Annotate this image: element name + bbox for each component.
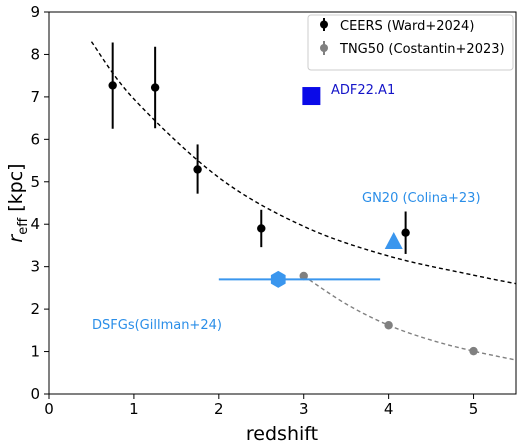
y-tick-label: 4 xyxy=(30,215,40,233)
x-axis-label: redshift xyxy=(246,423,318,445)
plot-area xyxy=(90,41,517,361)
x-tick-label: 2 xyxy=(214,400,224,418)
marker-gn20 xyxy=(384,232,403,250)
y-tick-label: 9 xyxy=(30,3,40,21)
annotation-adf22: ADF22.A1 xyxy=(331,83,395,98)
data-point-tng50 xyxy=(469,346,478,356)
x-tick-label: 0 xyxy=(44,400,54,418)
data-point-ceers xyxy=(150,83,160,92)
plot-frame xyxy=(48,11,517,395)
fit-curve-0 xyxy=(90,41,517,285)
y-axis-label: reff [kpc] xyxy=(5,163,31,242)
x-tick-label: 5 xyxy=(469,400,479,418)
data-point-ceers xyxy=(401,228,410,237)
data-point-tng50 xyxy=(384,321,393,330)
data-point-ceers xyxy=(193,165,202,174)
y-tick-label: 8 xyxy=(30,45,40,63)
marker-adf22 xyxy=(302,87,321,106)
data-point-ceers xyxy=(257,224,266,233)
annotation-gn20: GN20 (Colina+23) xyxy=(362,191,481,206)
y-tick-label: 6 xyxy=(30,130,40,148)
legend-item-tng50: TNG50 (Costantin+2023) xyxy=(320,41,505,57)
x-tick-label: 1 xyxy=(129,400,139,418)
legend-box xyxy=(307,14,514,71)
y-axis-label-sub: eff xyxy=(16,217,31,235)
y-tick-label: 0 xyxy=(30,385,40,403)
legend-label-ceers: CEERS (Ward+2024) xyxy=(340,19,474,34)
data-point-ceers xyxy=(108,81,117,90)
legend-item-ceers: CEERS (Ward+2024) xyxy=(320,18,474,34)
y-axis-label-main: r xyxy=(5,234,27,243)
y-tick-label: 3 xyxy=(30,258,40,276)
legend: CEERS (Ward+2024) TNG50 (Costantin+2023) xyxy=(307,14,514,71)
y-tick-label: 1 xyxy=(30,343,40,361)
fit-curve-1 xyxy=(303,275,517,361)
legend-marker-tng50 xyxy=(320,44,328,52)
y-tick-label: 7 xyxy=(30,88,40,106)
y-axis-label-units: [kpc] xyxy=(5,163,27,217)
y-tick-label: 2 xyxy=(30,300,40,318)
marker-dsfgs xyxy=(270,270,286,288)
x-tick-label: 4 xyxy=(384,400,394,418)
x-tick-label: 3 xyxy=(299,400,309,418)
legend-label-tng50: TNG50 (Costantin+2023) xyxy=(339,42,505,57)
legend-marker-ceers xyxy=(320,20,328,29)
annotation-dsfgs: DSFGs(Gillman+24) xyxy=(92,318,222,333)
axes: 0 1 2 3 4 5 0 1 2 3 4 5 6 7 8 9 xyxy=(30,3,478,418)
y-tick-label: 5 xyxy=(30,173,40,191)
data-point-tng50 xyxy=(299,271,308,281)
